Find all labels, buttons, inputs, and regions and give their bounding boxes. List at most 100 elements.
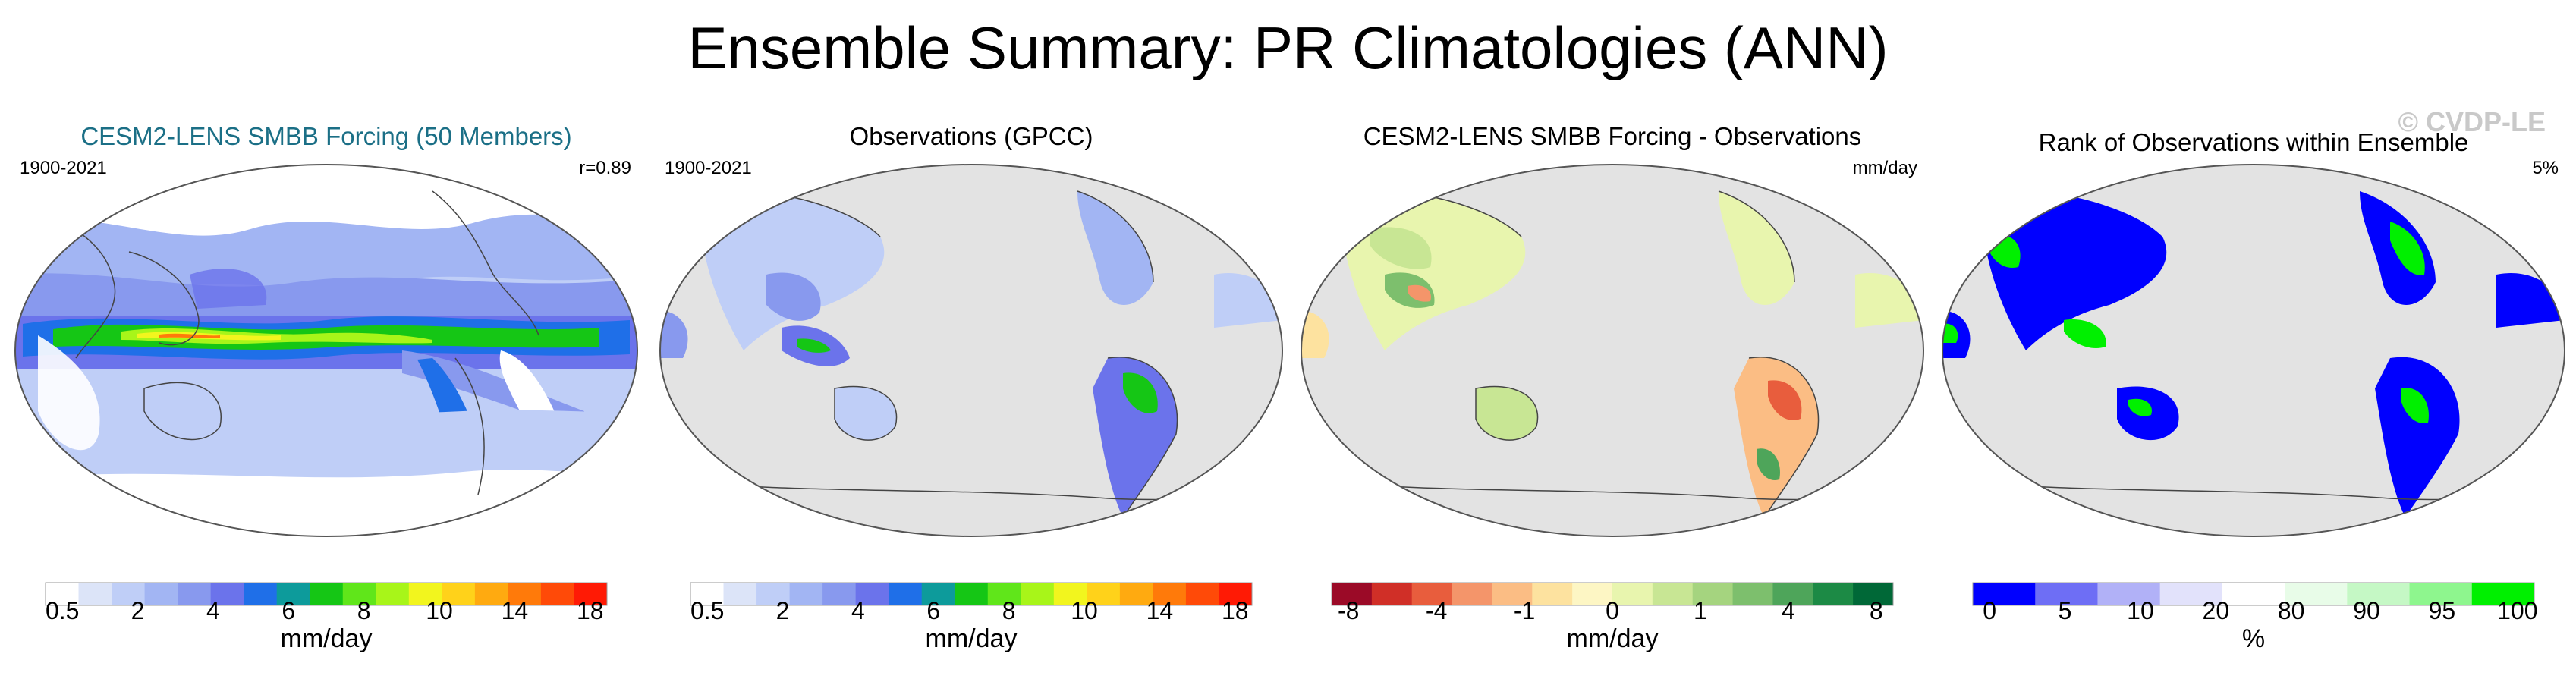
- map-rank: [1942, 164, 2565, 537]
- colorbar-swatch: [955, 583, 989, 605]
- colorbar-swatch: [1119, 583, 1153, 605]
- colorbar-swatch: [723, 583, 757, 605]
- colorbar-swatch: [1853, 583, 1894, 605]
- colorbar-tick-label: 8: [357, 597, 371, 622]
- colorbar-swatch: [1371, 583, 1413, 605]
- watermark: © CVDP-LE: [2398, 106, 2546, 137]
- colorbar-swatch: [474, 583, 508, 605]
- colorbar-swatch: [508, 583, 542, 605]
- colorbar-tick-label: 2: [776, 597, 790, 622]
- colorbar-tick-label: 14: [502, 597, 529, 622]
- map-difference: [1301, 164, 1924, 537]
- colorbar-tick-label: 5: [2059, 597, 2072, 622]
- colorbar-tick-label: 0: [1606, 597, 1619, 622]
- colorbar-tick-label: 4: [1782, 597, 1795, 622]
- colorbar-swatch: [789, 583, 823, 605]
- panel-difference: CESM2-LENS SMBB Forcing - Observations m…: [1294, 121, 1931, 668]
- colorbar-swatch: [822, 583, 857, 605]
- colorbar-tick-label: 2: [131, 597, 145, 622]
- colorbar-swatch: [1772, 583, 1813, 605]
- colorbar-swatch: [1153, 583, 1187, 605]
- colorbar-swatch: [1813, 583, 1854, 605]
- colorbar-swatch: [342, 583, 376, 605]
- colorbar-swatch: [1732, 583, 1773, 605]
- colorbar-swatch: [690, 583, 725, 605]
- colorbar-tick-label: 6: [926, 597, 940, 622]
- colorbar-swatch: [1612, 583, 1653, 605]
- colorbar-tick-label: 0.5: [46, 597, 79, 622]
- colorbar-tick-label: 10: [1071, 597, 1098, 622]
- colorbar-tick-label: 8: [1870, 597, 1883, 622]
- colorbar-difference: -8 -4 -1 0 1 4 8: [1331, 582, 1894, 622]
- colorbar-tick-label: 10: [426, 597, 453, 622]
- colorbar-tick-label: 20: [2203, 597, 2230, 622]
- colorbar-tick-label: 4: [206, 597, 220, 622]
- colorbar-rank: 0 5 10 20 80 90 95 100: [1972, 582, 2537, 622]
- map-obs-precip: [659, 164, 1283, 537]
- period-label: 1900-2021: [665, 158, 752, 178]
- colorbar-frame: [1331, 582, 1894, 606]
- colorbar-swatch: [276, 583, 310, 605]
- colorbar-precip-obs: 0.5 2 4 6 8 10 14 18: [690, 582, 1253, 622]
- period-label: 1900-2021: [20, 158, 107, 178]
- colorbar-swatch: [1452, 583, 1492, 605]
- colorbar-tick-label: 80: [2278, 597, 2305, 622]
- colorbar-swatch: [855, 583, 889, 605]
- colorbar-swatch: [1973, 583, 2036, 605]
- panel-obs-climatology: Observations (GPCC) 1900-2021: [653, 121, 1290, 668]
- colorbar-frame: [690, 582, 1253, 606]
- colorbar-swatch: [1692, 583, 1734, 605]
- rank-summary-label: 5%: [2532, 158, 2559, 178]
- colorbar-swatch: [78, 583, 112, 605]
- units-label: mm/day: [1852, 158, 1917, 178]
- colorbar-swatch: [540, 583, 574, 605]
- colorbar-tick-label: 0: [1983, 597, 1996, 622]
- colorbar-swatch: [1652, 583, 1694, 605]
- colorbar-swatch: [1411, 583, 1453, 605]
- colorbar-tick-label: 6: [282, 597, 295, 622]
- colorbar-swatch: [408, 583, 442, 605]
- panel-title: CESM2-LENS SMBB Forcing (50 Members): [80, 122, 572, 150]
- colorbar-swatch: [1087, 583, 1121, 605]
- colorbar-swatch: [310, 583, 344, 605]
- colorbar-tick-label: 10: [2127, 597, 2154, 622]
- colorbar-tick-label: -4: [1426, 597, 1447, 622]
- colorbar-frame: [1972, 582, 2535, 606]
- colorbar-swatch: [2285, 583, 2348, 605]
- panel-title: Observations (GPCC): [849, 122, 1093, 150]
- colorbar-unit: %: [2241, 624, 2266, 653]
- colorbar-tick-label: 18: [1222, 597, 1249, 622]
- map-model-precip: [14, 164, 638, 537]
- colorbar-swatch: [442, 583, 476, 605]
- colorbar-swatch: [210, 583, 244, 605]
- colorbar-swatch: [46, 583, 80, 605]
- colorbar-swatch: [1021, 583, 1055, 605]
- colorbar-swatch: [574, 583, 608, 605]
- colorbar-swatch: [2347, 583, 2411, 605]
- colorbar-tick-label: 0.5: [690, 597, 724, 622]
- colorbar-tick-label: -1: [1514, 597, 1535, 622]
- colorbar-tick-label: 14: [1146, 597, 1174, 622]
- colorbar-swatch: [987, 583, 1021, 605]
- colorbar-swatch: [2409, 583, 2473, 605]
- colorbar-tick-label: 90: [2353, 597, 2380, 622]
- panel-title: Rank of Observations within Ensemble: [2038, 128, 2469, 156]
- colorbar-tick-label: 4: [851, 597, 865, 622]
- colorbar-swatch: [376, 583, 410, 605]
- colorbar-frame: [45, 582, 608, 606]
- colorbar-tick-label: 18: [577, 597, 604, 622]
- colorbar-swatch: [1532, 583, 1573, 605]
- colorbar-swatch: [1332, 583, 1373, 605]
- colorbar-swatch: [756, 583, 791, 605]
- colorbar-swatch: [1219, 583, 1253, 605]
- colorbar-precip-model: 0.5 2 4 6 8 10 14 18: [45, 582, 608, 622]
- colorbar-tick-label: 100: [2497, 597, 2537, 622]
- colorbar-swatch: [112, 583, 146, 605]
- colorbar-swatch: [2222, 583, 2285, 605]
- colorbar-swatch: [178, 583, 212, 605]
- panel-model-climatology: CESM2-LENS SMBB Forcing (50 Members) 190…: [8, 121, 645, 668]
- colorbar-swatch: [889, 583, 923, 605]
- colorbar-swatch: [244, 583, 278, 605]
- colorbar-swatch: [1053, 583, 1087, 605]
- colorbar-swatch: [921, 583, 955, 605]
